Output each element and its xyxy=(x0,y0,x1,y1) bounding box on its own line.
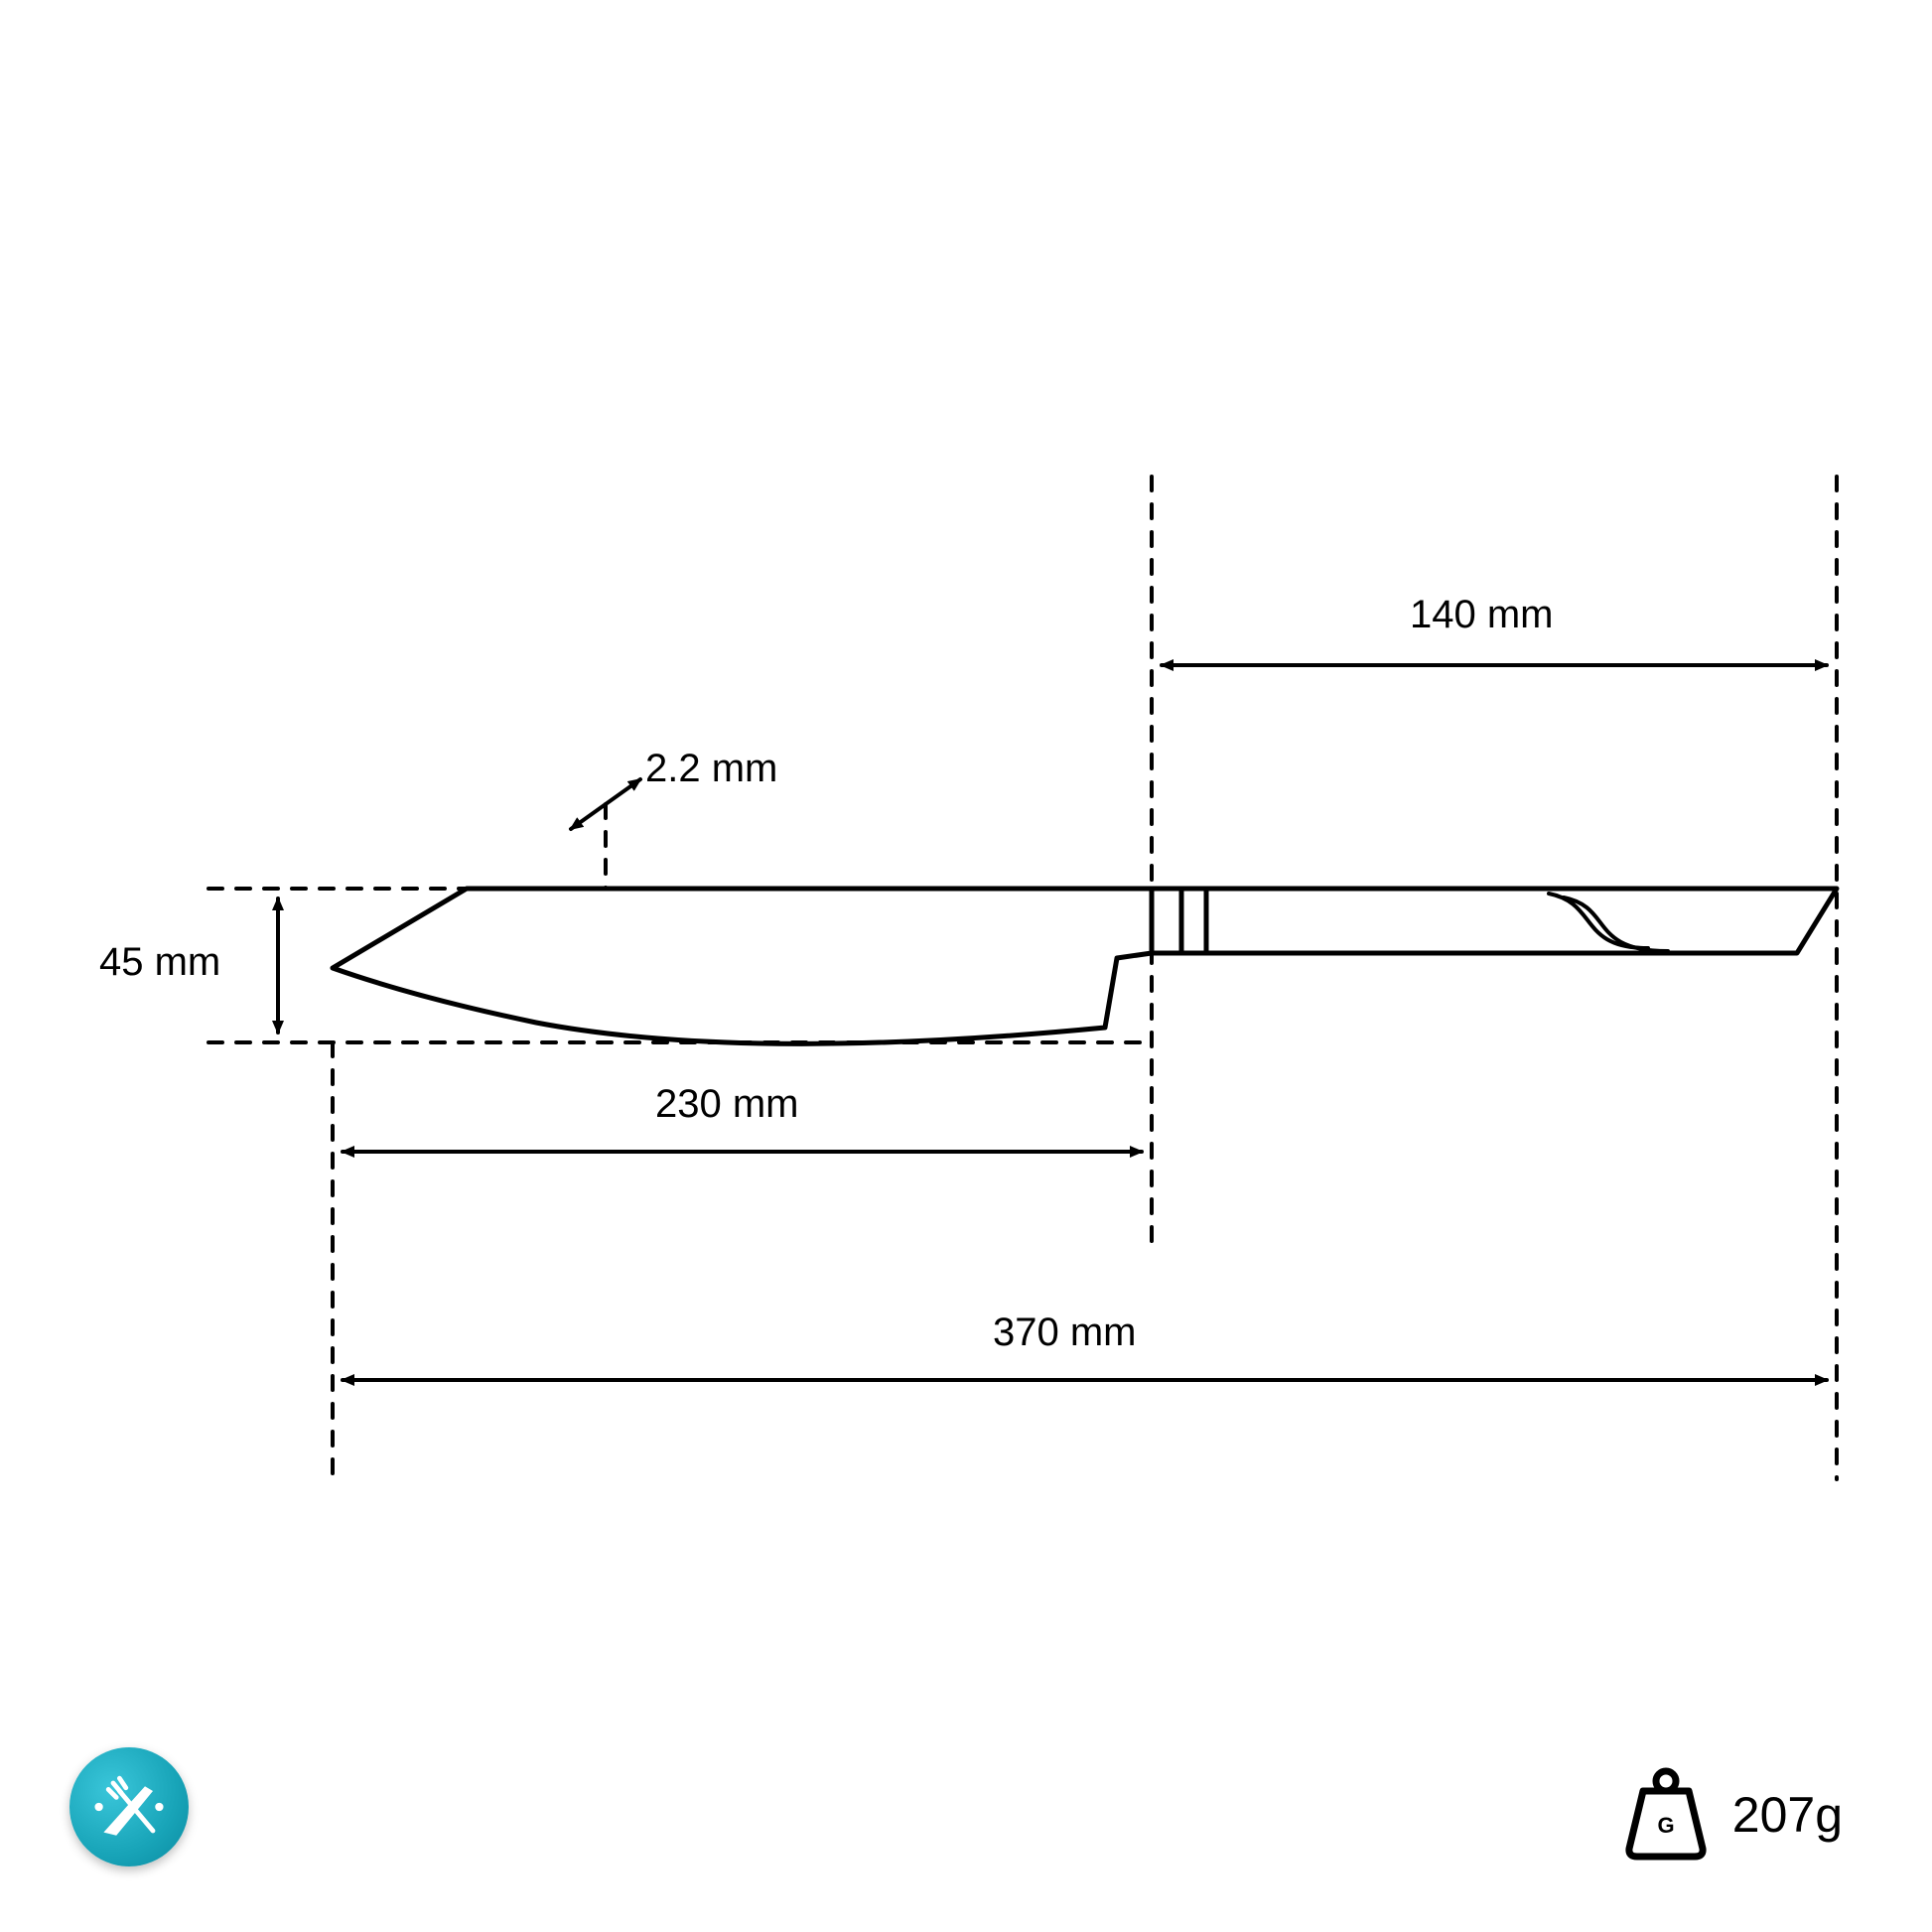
dim-total-length: 370 mm xyxy=(993,1311,1137,1355)
weight-value: 207g xyxy=(1732,1786,1843,1844)
dim-spine-thickness: 2.2 mm xyxy=(645,747,777,791)
brand-logo xyxy=(69,1747,189,1866)
crossed-utensils-icon xyxy=(89,1767,169,1847)
dim-handle-length: 140 mm xyxy=(1410,593,1554,637)
stage: 140 mm 230 mm 370 mm 45 mm 2.2 mm xyxy=(0,0,1932,1932)
dimension-arrows xyxy=(278,665,1827,1380)
knife-outline xyxy=(333,889,1837,1043)
svg-text:G: G xyxy=(1657,1813,1674,1838)
weight: G 207g xyxy=(1621,1767,1843,1862)
dim-blade-length: 230 mm xyxy=(655,1082,799,1127)
dim-blade-height: 45 mm xyxy=(99,940,220,985)
knife-diagram xyxy=(0,0,1932,1932)
weight-icon: G xyxy=(1621,1767,1711,1862)
